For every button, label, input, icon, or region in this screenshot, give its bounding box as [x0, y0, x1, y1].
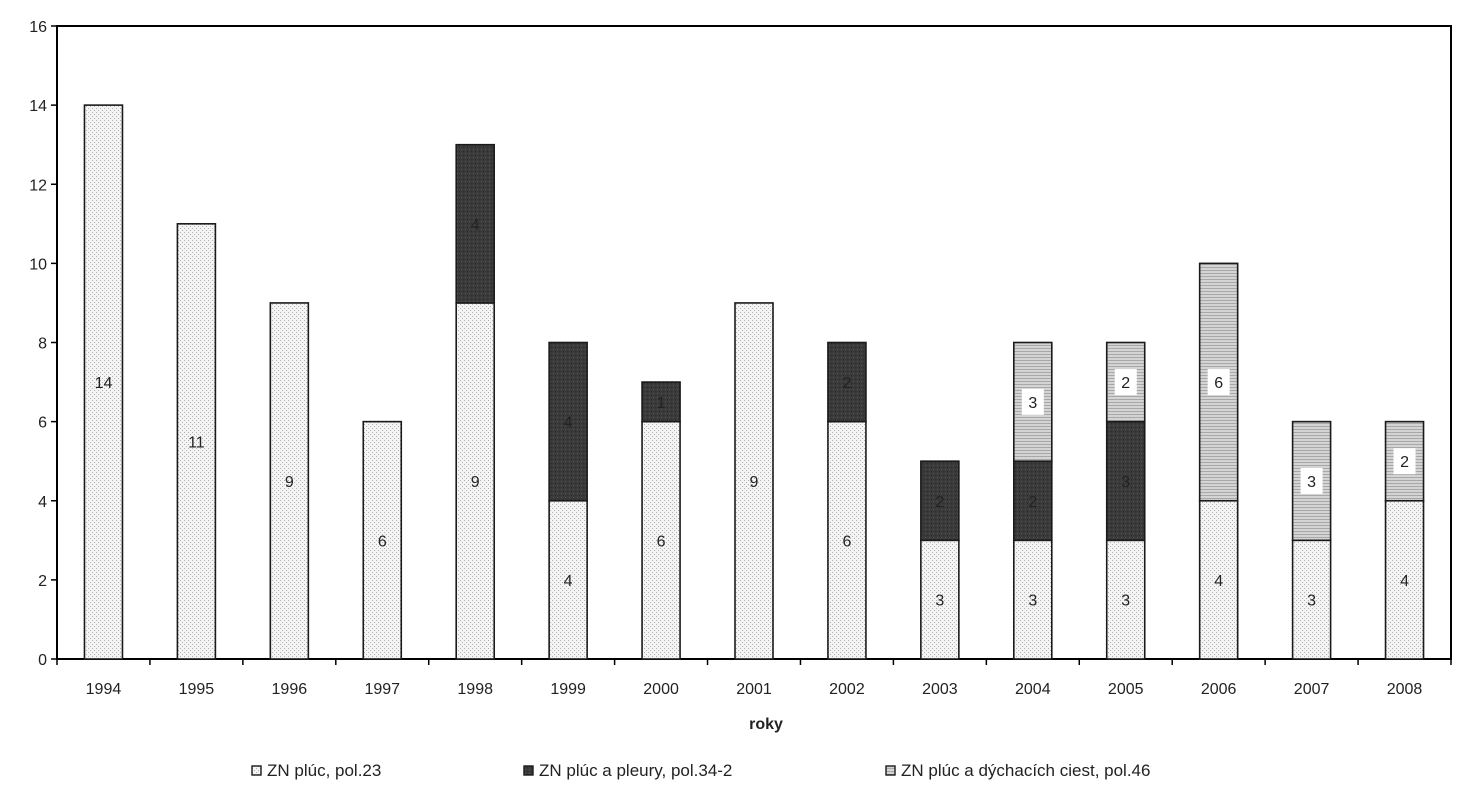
data-label: 3	[1121, 474, 1130, 491]
data-label: 4	[564, 415, 573, 432]
data-label: 14	[95, 375, 113, 392]
x-tick-label: 2001	[736, 681, 772, 698]
y-tick-label: 12	[29, 177, 47, 194]
data-label-background	[1300, 467, 1323, 494]
bar-segment	[1105, 539, 1146, 660]
bar-segment	[548, 499, 588, 660]
legend-label: ZN plúc, pol.23	[267, 761, 381, 780]
bar-segment	[455, 143, 496, 304]
legend-swatch	[885, 765, 896, 776]
bar-segment	[641, 420, 681, 660]
legend-swatch	[523, 765, 534, 776]
legend-item: ZN plúc a pleury, pol.34-2	[523, 761, 732, 780]
x-tick-label: 2007	[1294, 681, 1330, 698]
x-tick-label: 1998	[457, 681, 493, 698]
bar-segment	[827, 341, 867, 423]
data-label-background	[1207, 369, 1230, 396]
data-label: 11	[188, 434, 205, 451]
data-label: 2	[1028, 494, 1037, 511]
data-label: 3	[1028, 395, 1037, 412]
legend-item: ZN plúc a dýchacích ciest, pol.46	[885, 761, 1150, 780]
bar-segment	[920, 460, 960, 542]
x-tick-label: 1999	[550, 681, 586, 698]
x-tick-label: 2002	[829, 681, 865, 698]
data-label: 4	[1214, 573, 1223, 590]
y-tick-label: 0	[38, 652, 47, 669]
data-label: 3	[935, 593, 944, 610]
bar-segment	[176, 223, 217, 660]
data-label: 3	[1307, 474, 1316, 491]
x-tick-label: 2006	[1201, 681, 1237, 698]
data-label-background	[1021, 388, 1044, 415]
y-tick-label: 16	[29, 19, 47, 36]
data-label-background	[1114, 369, 1137, 396]
legend-item: ZN plúc, pol.23	[251, 761, 381, 780]
bar-segment	[269, 302, 310, 660]
bar-segment	[1105, 341, 1146, 423]
data-label: 3	[1121, 593, 1130, 610]
data-label: 2	[935, 494, 944, 511]
data-label: 4	[564, 573, 573, 590]
data-label: 4	[471, 217, 480, 234]
bar-segment	[920, 539, 960, 660]
x-tick-label: 1996	[272, 681, 308, 698]
bar-segment	[548, 341, 588, 502]
x-tick-label: 2004	[1015, 681, 1051, 698]
data-label: 6	[1214, 375, 1223, 392]
data-label: 9	[471, 474, 480, 491]
x-tick-label: 2005	[1108, 681, 1144, 698]
y-tick-label: 4	[38, 494, 47, 511]
legend-label: ZN plúc a dýchacích ciest, pol.46	[901, 761, 1150, 780]
data-label: 6	[657, 533, 666, 550]
data-label: 2	[1400, 454, 1409, 471]
bar-segment	[83, 104, 124, 660]
data-label: 2	[1121, 375, 1130, 392]
data-label: 2	[842, 375, 851, 392]
y-tick-label: 8	[38, 336, 47, 353]
data-label: 6	[842, 533, 851, 550]
y-tick-label: 2	[38, 573, 47, 590]
data-label: 4	[1400, 573, 1409, 590]
bar-segment	[641, 381, 681, 423]
x-tick-label: 1997	[364, 681, 400, 698]
data-label: 6	[378, 533, 387, 550]
legend-label: ZN plúc a pleury, pol.34-2	[539, 761, 732, 780]
x-tick-label: 1995	[179, 681, 215, 698]
bar-segment	[827, 420, 867, 660]
bar-segment	[734, 302, 774, 660]
data-label: 9	[285, 474, 294, 491]
y-tick-label: 14	[29, 98, 47, 115]
bar-segment	[1291, 539, 1332, 660]
data-label: 3	[1307, 593, 1316, 610]
y-tick-label: 10	[29, 256, 47, 273]
data-label: 1	[657, 395, 666, 412]
data-label-background	[1393, 448, 1416, 475]
x-tick-label: 2003	[922, 681, 958, 698]
legend-swatch	[251, 765, 262, 776]
bar-segment	[455, 302, 496, 660]
data-label: 3	[1028, 593, 1037, 610]
x-tick-label: 2008	[1387, 681, 1423, 698]
y-tick-label: 6	[38, 415, 47, 432]
x-axis-title: roky	[749, 716, 783, 733]
x-tick-label: 2000	[643, 681, 679, 698]
data-label: 9	[750, 474, 759, 491]
x-tick-label: 1994	[86, 681, 122, 698]
bar-segment	[362, 420, 403, 660]
